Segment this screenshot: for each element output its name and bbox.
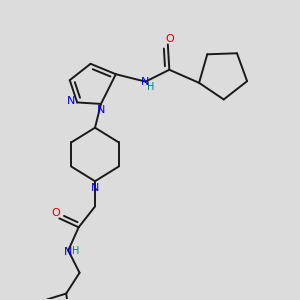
Text: N: N [64, 247, 73, 257]
Text: N: N [91, 183, 99, 193]
Text: N: N [141, 76, 150, 87]
Text: H: H [72, 246, 80, 256]
Text: O: O [165, 34, 174, 44]
Text: O: O [51, 208, 60, 218]
Text: N: N [67, 96, 75, 106]
Text: N: N [97, 106, 105, 116]
Text: H: H [147, 82, 155, 92]
